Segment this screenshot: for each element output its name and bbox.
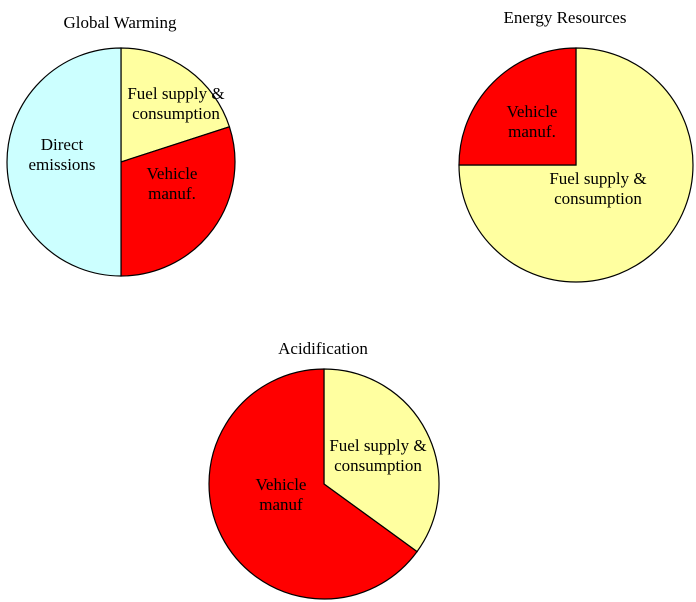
pie-slice-global-warming-1 (120, 126, 236, 277)
pie-slice-acidification-0 (323, 368, 440, 553)
pie-slice-global-warming-2 (6, 47, 122, 277)
pie-slices-acidification: Fuel supply & consumption Vehicle manuf (208, 368, 440, 600)
slice-label-energy-resources-0: Fuel supply & consumption (549, 169, 646, 208)
pie-slice-energy-resources-0 (458, 47, 694, 283)
chart-title-acidification: Acidification (278, 339, 368, 358)
pie-chart-energy-resources: Energy Resources Fuel supply & consumptio… (458, 8, 694, 283)
slice-label-acidification-0: Fuel supply & consumption (329, 436, 426, 475)
pie-slice-acidification-1 (208, 368, 418, 600)
chart-title-global-warming: Global Warming (63, 13, 177, 32)
pie-slice-global-warming-0 (120, 47, 231, 163)
pie-chart-global-warming: Global Warming Fuel supply & consumption V… (6, 13, 236, 277)
slice-label-global-warming-2: Direct emissions (28, 135, 95, 174)
pie-slices-global-warming: Fuel supply & consumption Vehicle manuf. Dir… (6, 47, 236, 277)
pie-chart-acidification: Acidification Fuel supply & consumption Ve… (208, 339, 440, 600)
slice-label-global-warming-0: Fuel supply & consumption (127, 84, 224, 123)
pie-slice-energy-resources-1 (458, 47, 577, 166)
slice-label-energy-resources-1: Vehicle manuf. (507, 102, 558, 141)
chart-title-energy-resources: Energy Resources (504, 8, 627, 27)
slice-label-global-warming-1: Vehicle manuf. (147, 164, 198, 203)
pie-slices-energy-resources: Fuel supply & consumption Vehicle manuf. (458, 47, 694, 283)
slice-label-acidification-1: Vehicle manuf (256, 475, 307, 514)
